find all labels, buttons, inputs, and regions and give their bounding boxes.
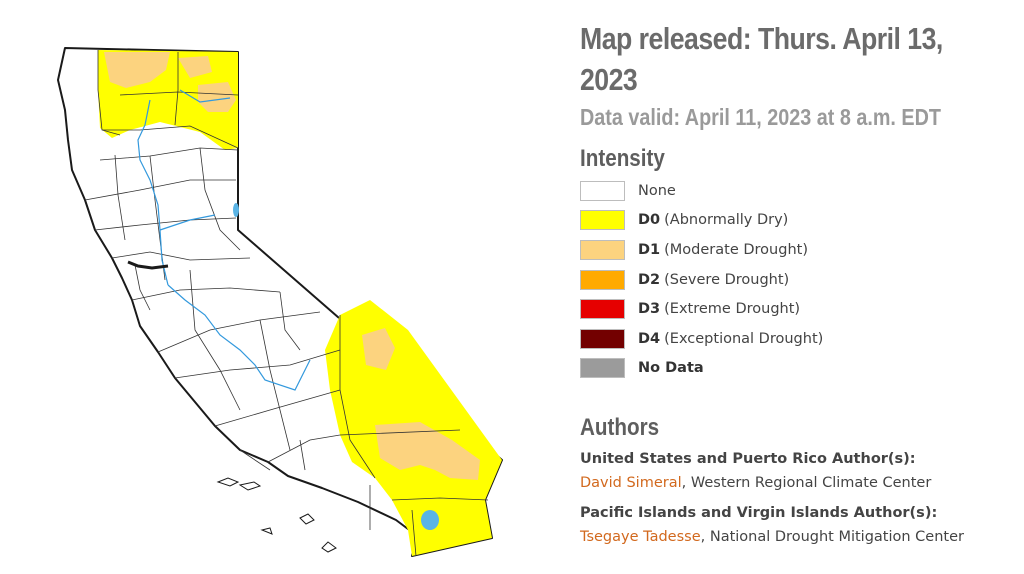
legend-code: D2 — [638, 271, 661, 288]
legend-code: D4 — [638, 330, 661, 347]
legend-label: D4 (Exceptional Drought) — [638, 331, 823, 347]
legend-swatch — [580, 239, 625, 260]
rivers — [137, 89, 311, 391]
map-release-title: Map released: Thurs. April 13, 2023 — [580, 21, 943, 97]
author-org: , Western Regional Climate Center — [681, 475, 932, 492]
legend-swatch — [580, 210, 625, 231]
legend-description: No Data — [638, 360, 704, 377]
sf-bay — [127, 260, 169, 270]
d1-region-north-center — [178, 56, 212, 78]
legend-item-d4: D4 (Exceptional Drought) — [580, 324, 1010, 354]
legend-item-d2: D2 (Severe Drought) — [580, 265, 1010, 295]
intensity-heading: Intensity — [580, 145, 665, 172]
legend-label: No Data — [638, 360, 704, 376]
legend-description: (Extreme Drought) — [664, 301, 801, 318]
author-line: Tsegaye Tadesse, National Drought Mitiga… — [580, 525, 1010, 549]
author-line: David Simeral, Western Regional Climate … — [580, 471, 1010, 495]
data-valid-subtitle: Data valid: April 11, 2023 at 8 a.m. EDT — [580, 104, 941, 130]
legend-description: (Severe Drought) — [664, 271, 790, 288]
legend-code: D1 — [638, 241, 661, 258]
legend-description: (Abnormally Dry) — [664, 212, 789, 229]
salton-sea — [421, 510, 439, 530]
legend-swatch — [580, 328, 625, 349]
legend-description: (Moderate Drought) — [664, 241, 808, 258]
county-lines — [84, 50, 489, 557]
d1-region-north-east — [198, 82, 236, 112]
author-group-label: Pacific Islands and Virgin Islands Autho… — [580, 505, 938, 522]
legend-label: None — [638, 183, 676, 199]
legend-label: D0 (Abnormally Dry) — [638, 212, 788, 228]
legend-swatch — [580, 299, 625, 320]
legend-code: D3 — [638, 301, 661, 318]
legend-label: D3 (Extreme Drought) — [638, 301, 800, 317]
legend-item-d0: D0 (Abnormally Dry) — [580, 206, 1010, 236]
legend-item-d3: D3 (Extreme Drought) — [580, 294, 1010, 324]
d1-region-north-west — [104, 52, 170, 88]
drought-map — [40, 30, 520, 560]
author-name-link[interactable]: David Simeral — [580, 475, 682, 492]
author-org: , National Drought Mitigation Center — [700, 529, 964, 546]
legend-item-no-data: No Data — [580, 354, 1010, 384]
channel-islands — [216, 477, 337, 553]
legend-label: D2 (Severe Drought) — [638, 272, 789, 288]
info-panel: Map released: Thurs. April 13, 2023 Data… — [580, 18, 1010, 549]
legend-swatch — [580, 180, 625, 201]
legend-description: (Exceptional Drought) — [664, 330, 824, 347]
legend-description: None — [638, 182, 676, 199]
intensity-legend: None D0 (Abnormally Dry) D1 (Moderate Drou… — [580, 176, 1010, 383]
d1-region-mojave — [375, 422, 480, 480]
author-group-pacific: Pacific Islands and Virgin Islands Autho… — [580, 501, 1010, 549]
author-name-link[interactable]: Tsegaye Tadesse — [580, 529, 701, 546]
authors-heading: Authors — [580, 414, 660, 442]
author-group-label: United States and Puerto Rico Author(s): — [580, 451, 916, 468]
author-group-us: United States and Puerto Rico Author(s):… — [580, 447, 1010, 495]
legend-swatch — [580, 269, 625, 290]
legend-label: D1 (Moderate Drought) — [638, 242, 808, 258]
lake-tahoe — [233, 203, 239, 217]
legend-swatch — [580, 358, 625, 379]
legend-item-none: None — [580, 176, 1010, 206]
legend-code: D0 — [638, 212, 661, 229]
legend-item-d1: D1 (Moderate Drought) — [580, 235, 1010, 265]
d1-region-owens — [362, 328, 395, 370]
